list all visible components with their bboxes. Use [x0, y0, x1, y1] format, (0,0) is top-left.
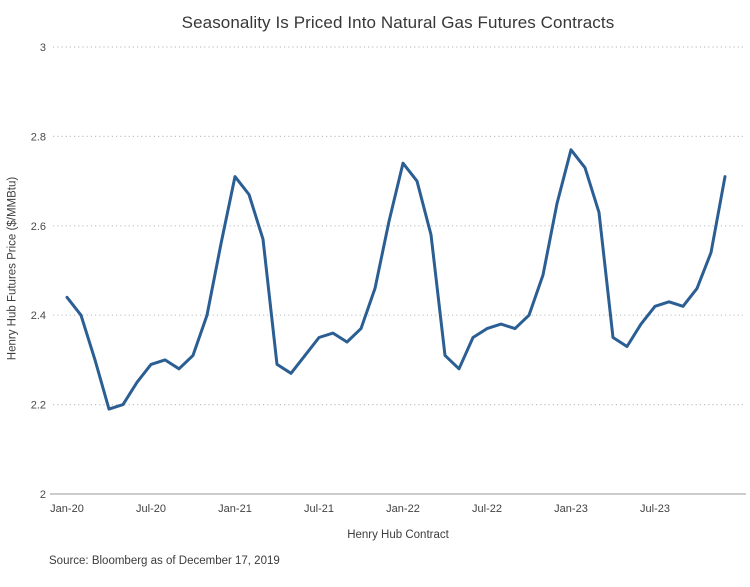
x-axis-title: Henry Hub Contract	[347, 529, 449, 541]
x-tick-label: Jan-20	[50, 503, 84, 515]
x-tick-label: Jan-23	[554, 503, 588, 515]
y-axis-title: Henry Hub Futures Price ($/MMBtu)	[6, 176, 19, 361]
price-line	[65, 148, 727, 411]
y-tick-label: 2.2	[31, 400, 46, 412]
x-tick-label: Jul-20	[136, 503, 166, 515]
y-tick-label: 2.8	[31, 131, 46, 143]
y-tick-label: 2.4	[31, 310, 46, 322]
x-tick-label: Jan-22	[386, 503, 420, 515]
chart-title: Seasonality Is Priced Into Natural Gas F…	[181, 13, 615, 32]
x-tick-label: Jul-23	[640, 503, 670, 515]
y-tick-label: 3	[40, 42, 46, 54]
x-tick-label: Jan-21	[218, 503, 252, 515]
y-tick-label: 2.6	[31, 221, 46, 233]
x-tick-label: Jul-22	[472, 503, 502, 515]
y-tick-label: 2	[40, 489, 46, 501]
source-note: Source: Bloomberg as of December 17, 201…	[49, 555, 280, 567]
x-tick-label: Jul-21	[304, 503, 334, 515]
